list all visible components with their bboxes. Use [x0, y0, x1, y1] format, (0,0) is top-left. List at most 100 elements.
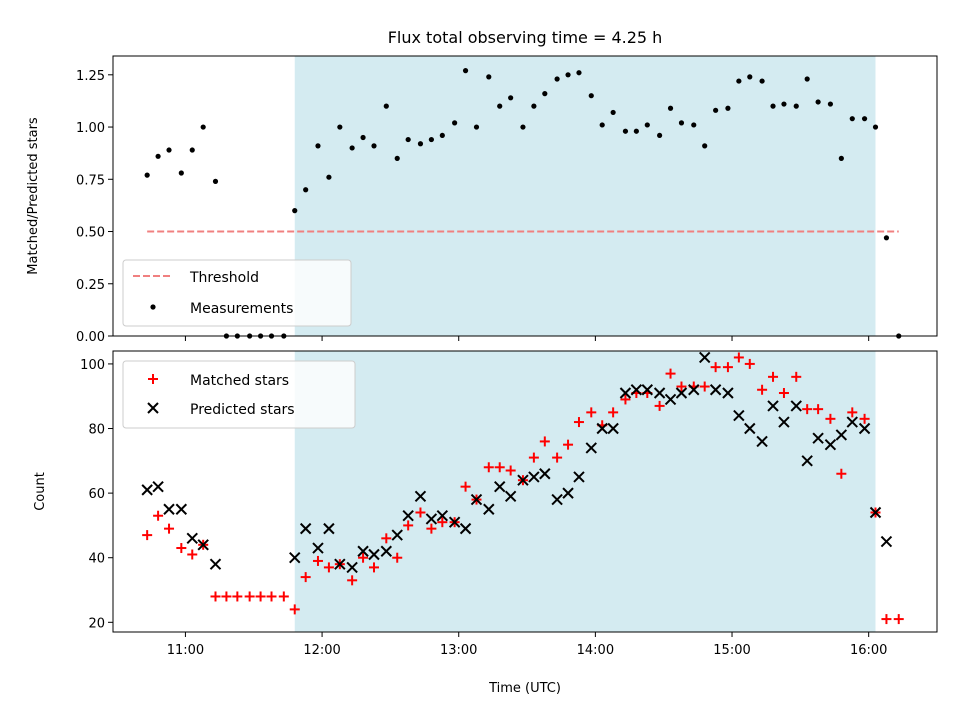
measurement-point — [428, 136, 434, 143]
legend-matched-swatch — [148, 374, 158, 384]
predicted-star-point — [607, 422, 619, 435]
measurement-point — [725, 105, 731, 111]
measurement-point — [804, 76, 810, 82]
predicted-star-point — [630, 384, 643, 396]
top-x-ticks — [184, 336, 870, 341]
measurement-points — [144, 68, 902, 339]
predicted-star-point — [801, 455, 813, 467]
predicted-star-point — [380, 545, 393, 557]
measurement-point — [657, 132, 663, 139]
measurement-point — [315, 143, 321, 149]
predicted-star-point — [744, 422, 756, 435]
predicted-star-point — [368, 548, 380, 561]
measurement-point — [599, 122, 605, 128]
predicted-star-point — [299, 522, 312, 535]
predicted-star-point — [664, 393, 677, 406]
matched-star-point — [403, 520, 414, 531]
measurement-point — [144, 172, 150, 178]
predicted-star-point — [846, 416, 858, 428]
predicted-star-point — [869, 506, 882, 519]
measurement-point — [565, 72, 571, 78]
predicted-star-point — [709, 384, 722, 396]
matched-star-point — [813, 404, 824, 415]
measurement-point — [486, 74, 492, 80]
matched-star-point — [665, 368, 676, 379]
predicted-star-point — [402, 510, 414, 522]
measurement-point — [394, 155, 400, 161]
matched-star-point — [415, 507, 426, 518]
predicted-star-point — [504, 490, 517, 503]
predicted-star-point — [334, 558, 346, 570]
predicted-star-point — [641, 384, 654, 396]
measurement-point — [759, 78, 765, 84]
predicted-star-point — [209, 558, 222, 570]
predicted-star-point — [391, 529, 403, 541]
matched-star-point — [221, 591, 232, 602]
matched-star-point — [847, 407, 858, 418]
measurement-point — [292, 208, 298, 214]
measurement-point — [588, 93, 594, 99]
measurement-point — [554, 76, 560, 82]
matched-star-point — [676, 381, 687, 392]
matched-star-point — [528, 452, 539, 463]
measurement-point — [622, 128, 629, 134]
predicted-star-point — [675, 387, 688, 399]
predicted-star-point — [756, 435, 768, 448]
predicted-stars-points — [141, 351, 893, 574]
measurement-point — [667, 105, 674, 111]
predicted-star-point — [790, 400, 802, 412]
predicted-star-point — [880, 535, 893, 548]
matched-star-point — [825, 413, 836, 424]
matched-star-point — [791, 371, 802, 382]
predicted-star-point — [414, 490, 427, 503]
predicted-star-point — [357, 545, 369, 557]
matched-star-point — [426, 523, 437, 534]
measurement-point — [405, 136, 411, 143]
observing-window-shade — [294, 351, 876, 632]
predicted-star-point — [289, 552, 301, 564]
measurement-point — [303, 187, 309, 193]
measurement-point — [439, 132, 445, 139]
bottom-x-ticks: 11:00 12:00 13:00 14:00 15:00 16:00 — [167, 632, 887, 658]
measurement-point — [371, 143, 377, 149]
matched-star-point — [369, 562, 380, 573]
x-axis-label: Time (UTC) — [488, 681, 561, 696]
predicted-star-point — [163, 503, 175, 515]
matched-star-point — [778, 387, 789, 398]
matched-star-point — [802, 404, 813, 415]
y-tick-label: 0.50 — [76, 226, 105, 241]
bottom-panel: 20 40 60 80 100 11:00 12:00 13:00 14:00 15:00 16:… — [33, 350, 938, 696]
bottom-y-ticks: 20 40 60 80 100 — [80, 358, 113, 631]
matched-star-point — [733, 352, 744, 363]
matched-star-point — [768, 371, 779, 382]
predicted-star-point — [539, 468, 551, 480]
measurement-point — [155, 153, 161, 159]
matched-star-point — [266, 591, 277, 602]
measurement-point — [189, 147, 195, 153]
measurement-point — [417, 141, 424, 147]
measurement-point — [883, 235, 890, 241]
matched-star-point — [608, 407, 619, 418]
predicted-star-point — [835, 429, 848, 441]
predicted-star-point — [459, 522, 472, 535]
y-tick-label: 100 — [80, 358, 105, 373]
legend-measurements-label: Measurements — [190, 301, 293, 317]
matched-star-point — [392, 552, 403, 563]
x-tick-label: 11:00 — [167, 643, 204, 658]
matched-star-point — [289, 604, 300, 615]
measurement-point — [462, 68, 469, 74]
top-legend: Threshold Measurements — [122, 259, 352, 327]
measurement-point — [838, 155, 844, 161]
top-panel: 0.00 0.25 0.50 0.75 1.00 1.25 Matched/Predict… — [26, 55, 938, 345]
matched-star-point — [176, 543, 187, 554]
matched-star-point — [323, 562, 334, 573]
predicted-star-point — [323, 522, 335, 535]
legend-predicted-swatch — [147, 402, 159, 414]
matched-star-point — [505, 465, 516, 476]
matched-star-point — [573, 417, 584, 428]
y-tick-label: 0.25 — [76, 278, 105, 293]
predicted-star-point — [517, 474, 529, 486]
measurement-point — [337, 124, 343, 130]
measurement-point — [212, 178, 219, 184]
